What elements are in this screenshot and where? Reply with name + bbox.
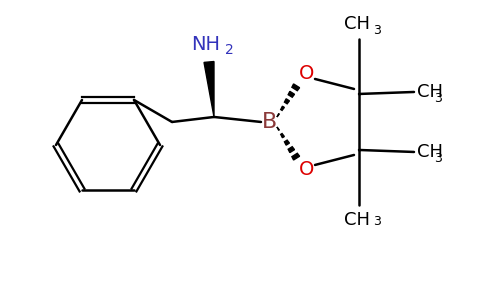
Text: 3: 3 (373, 215, 381, 228)
Text: CH: CH (344, 15, 370, 33)
Polygon shape (285, 99, 289, 104)
Polygon shape (277, 114, 279, 117)
Text: O: O (299, 64, 315, 83)
Polygon shape (277, 127, 279, 130)
Polygon shape (204, 61, 214, 117)
Text: 2: 2 (225, 43, 234, 57)
Polygon shape (288, 91, 295, 97)
Polygon shape (292, 153, 300, 160)
Polygon shape (281, 106, 285, 110)
Polygon shape (281, 134, 285, 138)
Text: CH: CH (417, 83, 443, 101)
Text: 3: 3 (434, 152, 442, 165)
Text: 3: 3 (373, 24, 381, 37)
Text: B: B (261, 112, 277, 132)
Polygon shape (292, 84, 300, 91)
Polygon shape (288, 147, 295, 153)
Text: CH: CH (417, 143, 443, 161)
Text: 3: 3 (434, 92, 442, 105)
Text: Chiral: Chiral (357, 0, 401, 2)
Text: O: O (299, 160, 315, 179)
Text: NH: NH (192, 35, 221, 54)
Polygon shape (285, 140, 289, 145)
Text: CH: CH (344, 211, 370, 229)
